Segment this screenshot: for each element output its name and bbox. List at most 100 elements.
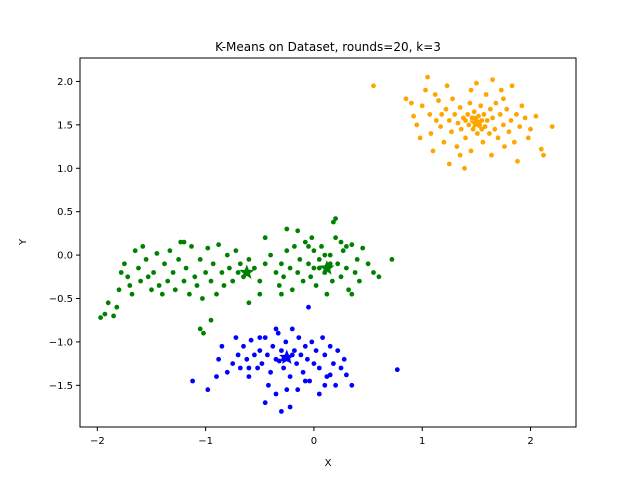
data-point [316, 265, 322, 271]
data-point [227, 265, 232, 271]
data-point [409, 100, 414, 106]
data-point [452, 112, 458, 117]
data-point [154, 251, 160, 256]
data-point [257, 335, 263, 340]
data-point [501, 122, 506, 128]
data-point [140, 244, 146, 249]
data-point [246, 365, 252, 371]
data-point [427, 112, 433, 117]
y-tick-label: 0.5 [57, 207, 73, 218]
data-point [297, 257, 303, 262]
data-point [129, 291, 135, 297]
data-point [475, 131, 480, 136]
data-point [268, 369, 273, 375]
data-point [484, 118, 490, 123]
data-point [511, 139, 517, 145]
data-point [197, 326, 203, 332]
data-point [498, 87, 504, 93]
data-point [136, 265, 141, 271]
data-point [344, 372, 349, 378]
chart-title: K-Means on Dataset, rounds=20, k=3 [215, 40, 441, 54]
data-point [279, 291, 284, 297]
data-point [492, 126, 498, 132]
data-point [233, 335, 239, 340]
data-point [265, 352, 270, 358]
data-point [284, 226, 290, 232]
data-point [436, 98, 441, 103]
data-point [322, 252, 328, 258]
data-point [257, 348, 263, 353]
data-point [341, 356, 347, 362]
data-point [344, 244, 349, 249]
data-point [309, 235, 315, 241]
data-point [394, 367, 400, 373]
data-point [338, 239, 344, 245]
data-point [302, 378, 308, 384]
data-point [268, 252, 273, 258]
data-point [159, 291, 165, 297]
data-point [289, 326, 295, 332]
data-point [257, 291, 263, 297]
data-point [287, 404, 293, 410]
data-point [403, 96, 409, 102]
data-point [446, 118, 452, 123]
data-point [432, 92, 438, 97]
data-point [419, 103, 425, 109]
y-tick-label: −0.5 [49, 294, 73, 305]
data-point [389, 257, 395, 262]
data-point [501, 96, 506, 102]
data-point [281, 274, 286, 280]
data-point [255, 365, 260, 371]
data-point [352, 270, 358, 275]
data-point [116, 287, 122, 293]
data-point [468, 148, 474, 154]
data-point [259, 361, 265, 366]
data-point [122, 261, 127, 267]
data-point [292, 348, 297, 353]
data-point [476, 113, 481, 119]
data-point [487, 131, 492, 136]
data-point [454, 144, 460, 150]
data-point [208, 278, 214, 284]
data-point [138, 278, 144, 284]
x-tick-label: 2 [527, 436, 533, 447]
data-point [517, 124, 523, 129]
data-point [298, 352, 304, 358]
data-point [307, 378, 312, 384]
data-point [497, 112, 503, 117]
data-point [504, 106, 510, 112]
data-point [197, 257, 203, 262]
data-point [235, 270, 241, 275]
data-point [306, 244, 311, 249]
data-point [519, 103, 525, 109]
data-point [335, 348, 341, 353]
data-point [262, 335, 268, 340]
data-point [156, 283, 162, 288]
data-point [306, 304, 311, 310]
y-tick-label: 1.0 [57, 164, 73, 175]
data-point [262, 400, 268, 406]
data-point [294, 361, 299, 366]
data-point [549, 124, 555, 129]
data-point [490, 115, 495, 121]
data-point [333, 216, 338, 222]
y-tick-label: −1.0 [49, 337, 73, 348]
data-point [313, 283, 319, 288]
data-point [224, 252, 230, 258]
data-point [252, 352, 257, 358]
data-point [287, 374, 293, 379]
data-point [311, 265, 317, 271]
data-point [270, 343, 276, 349]
data-point [333, 382, 338, 388]
data-point [423, 87, 428, 93]
data-point [216, 356, 222, 362]
data-point [151, 270, 157, 275]
data-point [463, 118, 468, 123]
data-point [235, 352, 241, 358]
data-point [446, 161, 452, 167]
data-point [425, 74, 430, 80]
data-point [203, 270, 209, 275]
data-point [455, 120, 461, 126]
data-point [468, 87, 474, 93]
